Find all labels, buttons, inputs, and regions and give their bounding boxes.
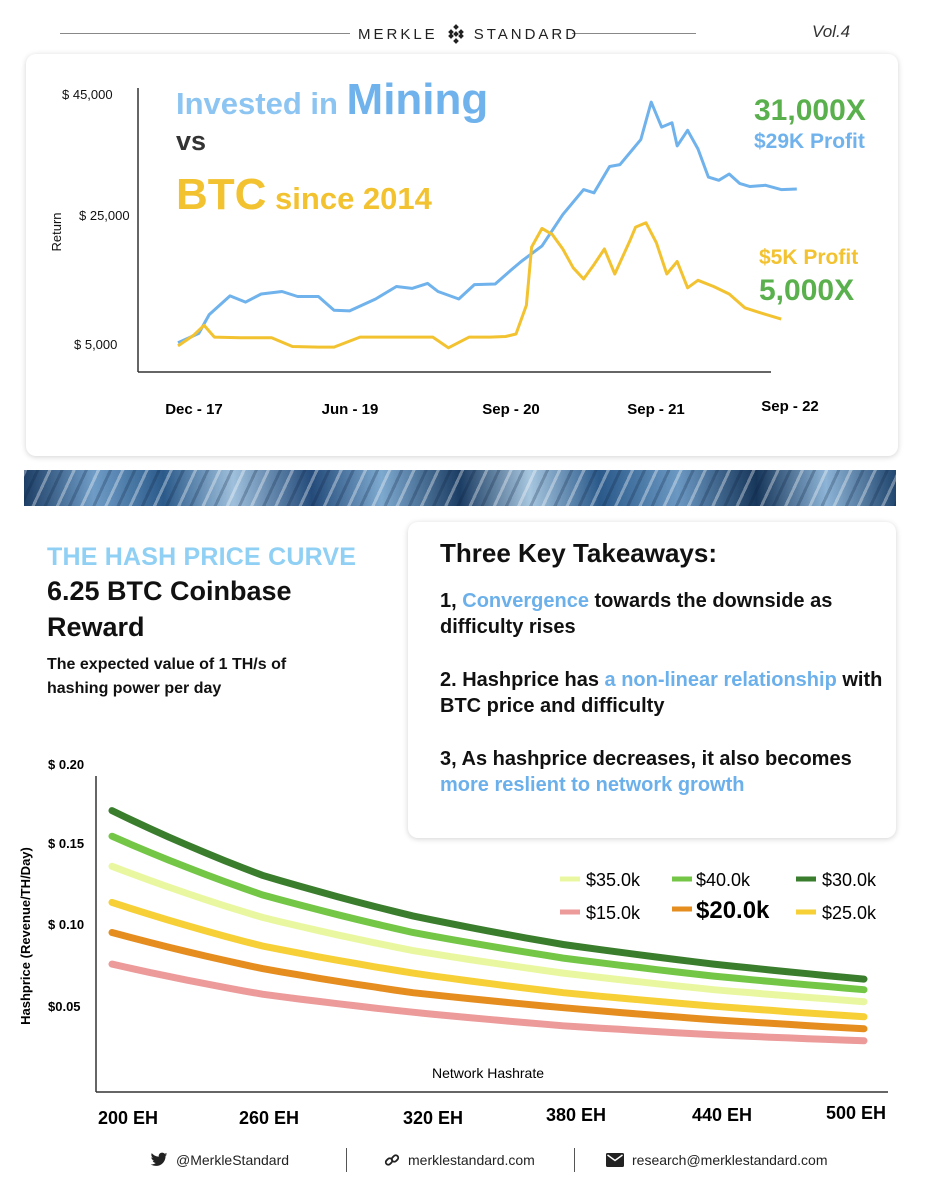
top-series-lines: [177, 100, 797, 350]
y-tick-label: $ 0.20: [48, 757, 84, 772]
y-tick-label: $ 5,000: [74, 337, 117, 352]
hash-price-desc-2: hashing power per day: [47, 680, 222, 697]
hashprice-line-35-0k: [108, 862, 868, 1006]
link-icon: [384, 1154, 400, 1166]
hash-legend: $35.0k $40.0k $30.0k $15.0k $20.0k $25.0…: [560, 870, 877, 924]
brand-left: MERKLE: [358, 25, 438, 43]
x-tick-label: 380 EH: [546, 1105, 606, 1125]
hashprice-line-30-0k: [108, 807, 868, 983]
btc-return-line: [177, 221, 782, 350]
btc-profit: $5K Profit: [759, 246, 858, 269]
twitter-bird-icon: [150, 1152, 168, 1166]
svg-text:$35.0k: $35.0k: [586, 870, 641, 890]
top-axes: [137, 88, 771, 373]
x-tick-label: 440 EH: [692, 1105, 752, 1125]
chart-title-line1: Invested in Mining: [176, 75, 488, 124]
svg-text:$15.0k: $15.0k: [586, 903, 641, 923]
hash-series-lines: [108, 807, 868, 1045]
legend-entry: $40.0k: [672, 870, 751, 890]
svg-text:$40.0k: $40.0k: [696, 870, 751, 890]
brand-logo: MERKLE STANDARD: [358, 24, 579, 44]
mining-vs-btc-chart: $ 45,000 $ 25,000 $ 5,000 Return Dec - 1…: [49, 75, 866, 418]
hash-price-chart: $ 0.20 $ 0.15 $ 0.10 $0.05 Hashprice (Re…: [18, 757, 888, 1128]
hashprice-line-20-0k: [108, 929, 868, 1033]
legend-entry: $20.0k: [672, 897, 770, 924]
hashprice-line-15-0k: [108, 960, 868, 1045]
top-chart-card: [26, 54, 898, 456]
brand-right: STANDARD: [473, 25, 580, 43]
mining-profit: $29K Profit: [754, 130, 865, 153]
svg-text:$20.0k: $20.0k: [696, 897, 770, 924]
chart-title-line3: BTC since 2014: [176, 170, 433, 219]
hashprice-line-25-0k: [108, 898, 868, 1021]
y-tick-label: $ 0.10: [48, 917, 84, 932]
legend-entry: $25.0k: [796, 903, 877, 923]
legend-entry: $35.0k: [560, 870, 641, 890]
x-tick-label: Sep - 21: [627, 401, 685, 418]
x-tick-label: Dec - 17: [165, 401, 223, 418]
footer-twitter[interactable]: @MerkleStandard: [150, 1152, 289, 1168]
diamond-logo-icon: [447, 24, 464, 44]
header-rule-left: [60, 33, 350, 34]
ocean-banner: [24, 470, 896, 506]
legend-entry: $15.0k: [560, 903, 641, 923]
footer-website[interactable]: merklestandard.com: [384, 1152, 535, 1168]
website-link: merklestandard.com: [408, 1152, 535, 1168]
y-tick-label: $ 45,000: [62, 87, 113, 102]
takeaways-heading: Three Key Takeaways:: [440, 538, 717, 568]
hash-price-subtitle-2: Reward: [47, 612, 145, 642]
takeaway-1: 1, Convergence towards the downside as d…: [440, 590, 833, 638]
y-tick-label: $0.05: [48, 999, 81, 1014]
hash-price-title: THE HASH PRICE CURVE: [47, 543, 357, 571]
btc-multiple: 5,000X: [759, 274, 854, 307]
x-tick-label: 200 EH: [98, 1108, 158, 1128]
x-tick-label: 320 EH: [403, 1108, 463, 1128]
x-tick-label: 260 EH: [239, 1108, 299, 1128]
x-axis-label: Network Hashrate: [432, 1065, 544, 1081]
email-address: research@merklestandard.com: [632, 1152, 828, 1168]
footer-divider: [346, 1148, 347, 1172]
y-tick-label: $ 25,000: [79, 208, 130, 223]
y-tick-label: $ 0.15: [48, 836, 84, 851]
y-axis-label: Hashprice (Revenue/TH/Day): [18, 847, 33, 1025]
svg-text:$30.0k: $30.0k: [822, 870, 877, 890]
hashprice-line-40-0k: [108, 832, 868, 994]
x-tick-label: 500 EH: [826, 1103, 886, 1123]
mining-multiple: 31,000X: [754, 94, 866, 127]
takeaway-3: 3, As hashprice decreases, it also becom…: [440, 748, 852, 796]
volume-label: Vol.4: [812, 22, 851, 41]
y-axis-label: Return: [49, 212, 64, 251]
legend-entry: $30.0k: [796, 870, 877, 890]
footer-email[interactable]: research@merklestandard.com: [606, 1152, 828, 1168]
twitter-handle: @MerkleStandard: [176, 1152, 290, 1168]
hash-price-subtitle-1: 6.25 BTC Coinbase: [47, 576, 292, 606]
header-rule-right: [572, 33, 696, 34]
mining-return-line: [177, 100, 797, 345]
mail-icon: [606, 1153, 624, 1167]
x-tick-label: Sep - 20: [482, 401, 540, 418]
takeaway-2: 2. Hashprice has a non-linear relationsh…: [440, 669, 883, 717]
hash-price-desc-1: The expected value of 1 TH/s of: [47, 656, 287, 673]
x-tick-label: Sep - 22: [761, 398, 819, 415]
chart-title-vs: vs: [176, 126, 206, 156]
footer-divider: [574, 1148, 575, 1172]
svg-text:$25.0k: $25.0k: [822, 903, 877, 923]
x-tick-label: Jun - 19: [322, 401, 379, 418]
takeaways-card: [408, 522, 896, 838]
